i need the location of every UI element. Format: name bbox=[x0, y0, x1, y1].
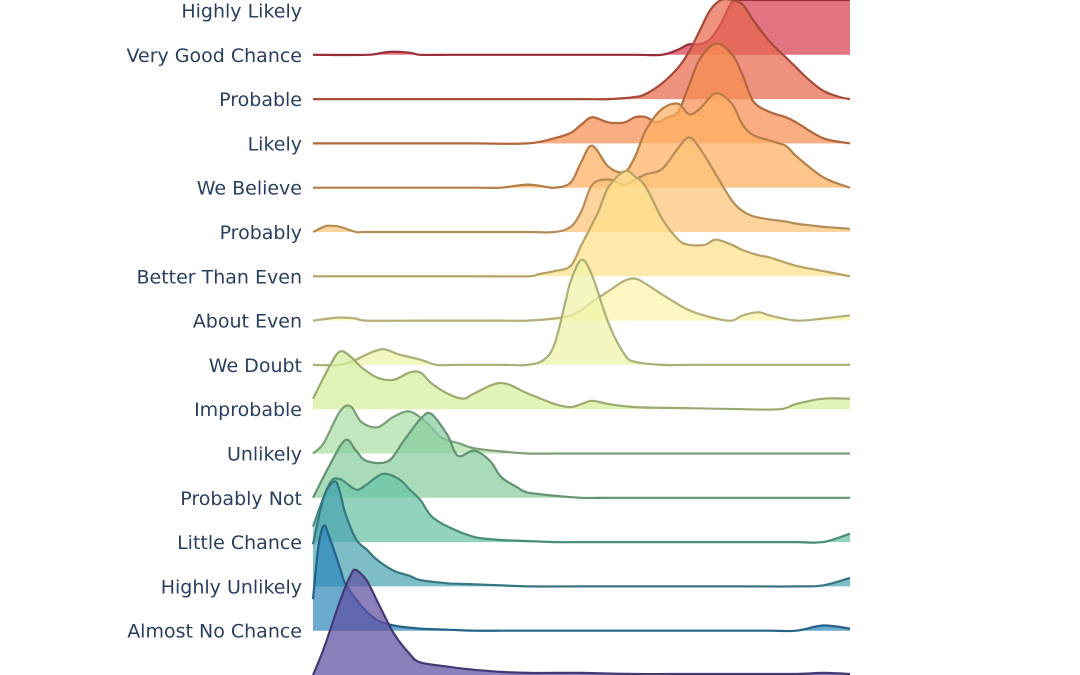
ridge-area bbox=[313, 93, 850, 188]
ridge-unlikely bbox=[312, 411, 850, 500]
y-tick-label: Very Good Chance bbox=[126, 45, 302, 67]
ridge-area bbox=[313, 170, 850, 277]
ridge-line bbox=[313, 92, 851, 189]
ridge-likely bbox=[313, 92, 851, 189]
y-tick-label: We Believe bbox=[197, 178, 302, 200]
ridge-line bbox=[313, 169, 851, 278]
y-tick-label: Likely bbox=[248, 133, 302, 155]
ridge-area bbox=[313, 412, 850, 498]
ridge-line bbox=[312, 404, 850, 455]
y-tick-label: We Doubt bbox=[209, 355, 302, 377]
ridge-we-doubt bbox=[312, 350, 851, 411]
ridge-area bbox=[313, 405, 850, 454]
ridge-line bbox=[312, 411, 850, 500]
y-tick-label: Improbable bbox=[194, 399, 302, 421]
ridge-line bbox=[313, 0, 851, 101]
ridge-line bbox=[311, 568, 851, 675]
y-tick-label: Little Chance bbox=[177, 532, 302, 554]
y-tick-label: Probably Not bbox=[180, 488, 302, 510]
ridge-about-even bbox=[312, 258, 850, 367]
ridge-area bbox=[313, 569, 850, 675]
y-tick-label: Probable bbox=[219, 89, 302, 111]
ridge-line bbox=[311, 480, 851, 588]
ridge-line bbox=[312, 258, 850, 367]
y-tick-label: About Even bbox=[193, 311, 302, 333]
y-tick-label: Almost No Chance bbox=[127, 621, 302, 643]
ridge-improbable bbox=[312, 404, 850, 455]
ridge-line bbox=[311, 524, 851, 633]
y-tick-label: Unlikely bbox=[227, 444, 302, 466]
ridge-line bbox=[312, 350, 851, 411]
ridge-probably-not bbox=[311, 472, 851, 544]
ridge-almost-no-chance bbox=[311, 568, 851, 675]
ridge-probably bbox=[313, 169, 851, 278]
ridge-little-chance bbox=[311, 480, 851, 588]
ridge-area bbox=[313, 473, 850, 543]
ridge-line bbox=[312, 277, 851, 322]
y-tick-label: Highly Unlikely bbox=[161, 576, 302, 598]
y-axis-tick-labels: Almost No Chance Highly Unlikely Little Ch… bbox=[126, 1, 302, 643]
ridge-line bbox=[311, 472, 851, 544]
ridge-area bbox=[313, 351, 850, 410]
ridge-area bbox=[313, 259, 850, 366]
y-tick-label: Highly Likely bbox=[181, 1, 302, 23]
ridges bbox=[311, 0, 851, 675]
y-tick-label: Better Than Even bbox=[136, 266, 302, 288]
ridge-area bbox=[313, 481, 850, 587]
y-tick-label: Probably bbox=[220, 222, 302, 244]
ridge-area bbox=[313, 137, 850, 233]
